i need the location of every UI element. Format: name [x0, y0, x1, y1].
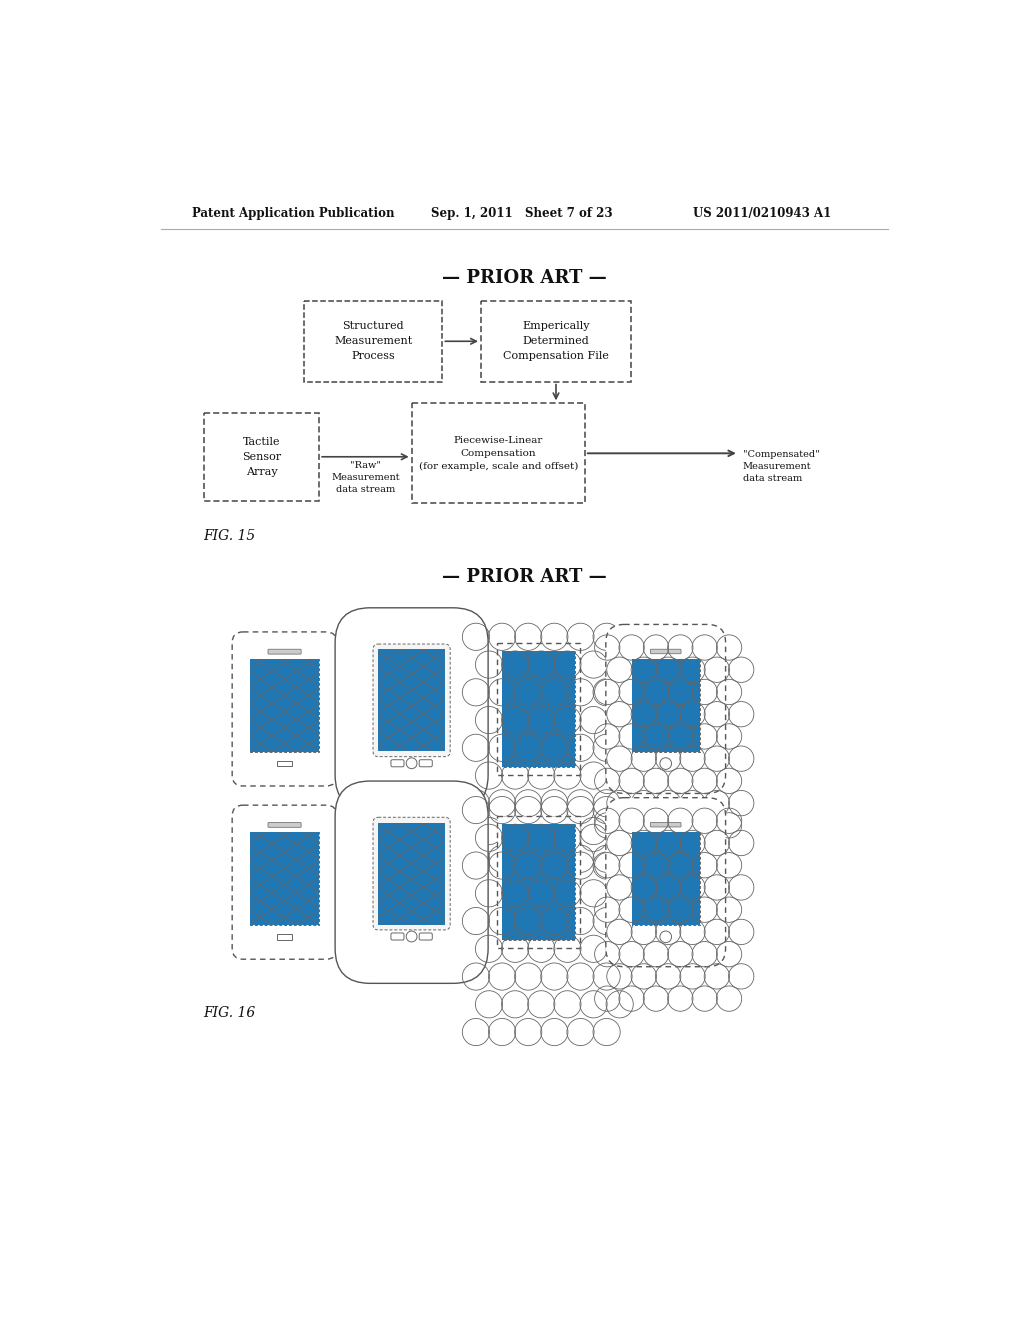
Text: — PRIOR ART —: — PRIOR ART —: [442, 568, 607, 586]
Bar: [251, 832, 318, 925]
FancyBboxPatch shape: [204, 412, 319, 502]
FancyBboxPatch shape: [268, 649, 301, 655]
FancyBboxPatch shape: [278, 935, 292, 940]
Text: US 2011/0210943 A1: US 2011/0210943 A1: [692, 207, 830, 220]
Bar: [632, 832, 699, 925]
FancyBboxPatch shape: [650, 822, 681, 826]
FancyBboxPatch shape: [412, 404, 585, 503]
Text: Structured
Measurement
Process: Structured Measurement Process: [334, 322, 413, 362]
FancyBboxPatch shape: [268, 822, 301, 828]
Bar: [251, 659, 318, 752]
FancyBboxPatch shape: [232, 632, 337, 785]
FancyBboxPatch shape: [391, 760, 404, 767]
FancyBboxPatch shape: [335, 607, 488, 810]
FancyBboxPatch shape: [502, 824, 575, 940]
FancyBboxPatch shape: [606, 624, 726, 793]
FancyBboxPatch shape: [251, 659, 318, 752]
FancyBboxPatch shape: [632, 832, 699, 925]
FancyBboxPatch shape: [650, 649, 681, 653]
Text: Patent Application Publication: Patent Application Publication: [193, 207, 394, 220]
FancyBboxPatch shape: [304, 301, 442, 381]
FancyBboxPatch shape: [251, 832, 318, 925]
FancyBboxPatch shape: [278, 760, 292, 767]
FancyBboxPatch shape: [497, 643, 581, 775]
FancyBboxPatch shape: [373, 817, 451, 929]
Text: "Compensated"
Measurement
data stream: "Compensated" Measurement data stream: [742, 450, 819, 483]
FancyBboxPatch shape: [632, 659, 699, 752]
FancyBboxPatch shape: [497, 816, 581, 948]
Text: Piecewise-Linear
Compensation
(for example, scale and offset): Piecewise-Linear Compensation (for examp…: [419, 436, 578, 471]
FancyBboxPatch shape: [481, 301, 631, 381]
FancyBboxPatch shape: [232, 805, 337, 960]
FancyBboxPatch shape: [391, 933, 404, 940]
FancyBboxPatch shape: [419, 760, 432, 767]
FancyBboxPatch shape: [502, 651, 575, 767]
Bar: [502, 651, 575, 767]
Text: — PRIOR ART —: — PRIOR ART —: [442, 269, 607, 286]
Bar: [378, 649, 444, 751]
Bar: [378, 822, 444, 924]
Bar: [632, 659, 699, 752]
FancyBboxPatch shape: [373, 644, 451, 756]
Text: Sep. 1, 2011   Sheet 7 of 23: Sep. 1, 2011 Sheet 7 of 23: [431, 207, 612, 220]
Text: FIG. 16: FIG. 16: [204, 1006, 256, 1020]
Text: FIG. 15: FIG. 15: [204, 529, 256, 543]
Text: Tactile
Sensor
Array: Tactile Sensor Array: [242, 437, 281, 477]
Text: "Raw"
Measurement
data stream: "Raw" Measurement data stream: [331, 462, 399, 494]
Bar: [502, 824, 575, 940]
FancyBboxPatch shape: [335, 781, 488, 983]
FancyBboxPatch shape: [606, 797, 726, 966]
FancyBboxPatch shape: [419, 933, 432, 940]
Text: Emperically
Determined
Compensation File: Emperically Determined Compensation File: [503, 322, 609, 362]
